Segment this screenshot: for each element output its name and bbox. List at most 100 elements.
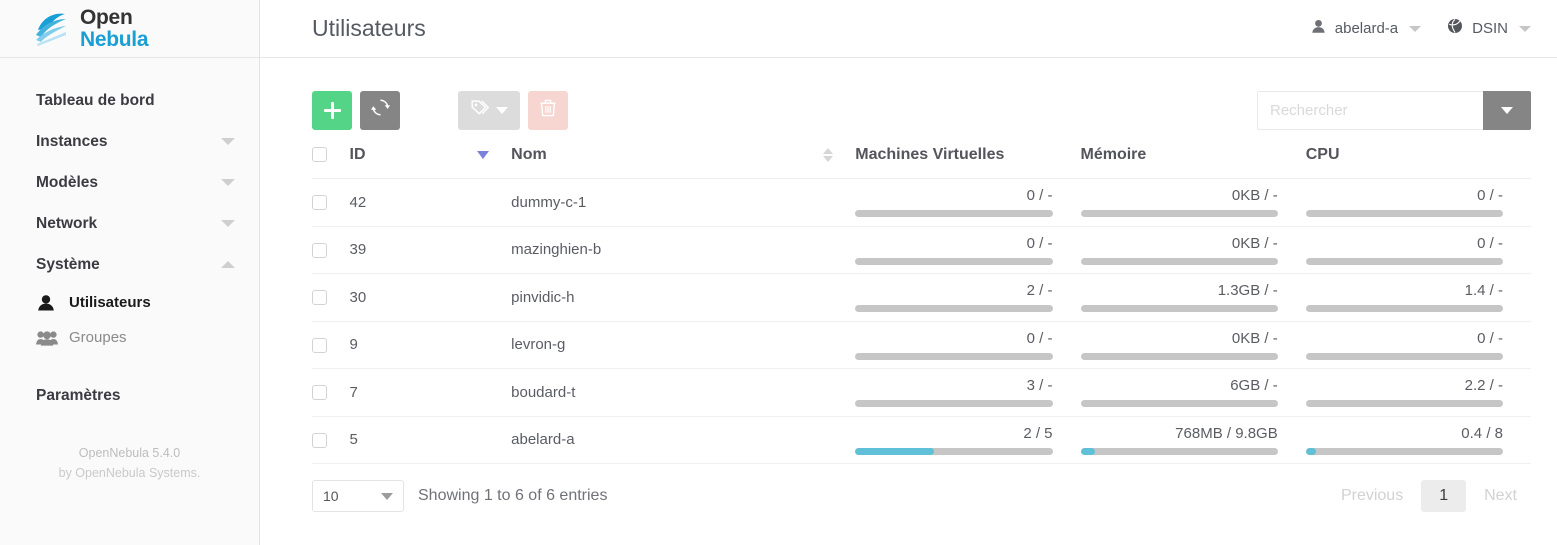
trash-icon xyxy=(540,99,556,122)
search-dropdown-button[interactable] xyxy=(1483,90,1531,130)
cell-vms-progress-bar xyxy=(855,400,1053,408)
user-icon xyxy=(36,294,58,312)
column-header-name[interactable]: Nom xyxy=(511,138,856,179)
cell-cpu-value: 0 / - xyxy=(1477,329,1503,347)
cell-vms: 3 / - xyxy=(855,368,1081,417)
row-checkbox[interactable] xyxy=(312,290,327,306)
row-checkbox[interactable] xyxy=(312,195,327,211)
cell-cpu: 0 / - xyxy=(1305,178,1531,227)
sidebar-item-dashboard[interactable]: Tableau de bord xyxy=(0,80,259,121)
sidebar-item-label: Système xyxy=(36,255,100,273)
select-all-checkbox[interactable] xyxy=(312,147,327,163)
table-row[interactable]: 42 dummy-c-1 0 / - 0KB / - 0 / - xyxy=(312,178,1531,227)
table-row[interactable]: 9 levron-g 0 / - 0KB / - 0 / - xyxy=(312,321,1531,369)
users-table-container: ID Nom xyxy=(260,138,1557,464)
cell-id: 5 xyxy=(349,416,512,464)
table-row[interactable]: 7 boudard-t 3 / - 6GB / - 2.2 / - xyxy=(312,368,1531,417)
search-input[interactable] xyxy=(1257,90,1483,130)
sidebar-item-users[interactable]: Utilisateurs xyxy=(0,285,259,320)
row-select-cell xyxy=(312,416,350,464)
cell-vms-value: 0 / - xyxy=(1026,234,1053,252)
column-header-id[interactable]: ID xyxy=(349,138,512,179)
sort-indicator-name[interactable] xyxy=(823,148,855,162)
cell-vms-value: 2 / - xyxy=(1026,282,1053,300)
sidebar-item-label: Instances xyxy=(36,132,108,150)
page-length-select[interactable]: 10 xyxy=(312,480,404,512)
cell-memory: 6GB / - xyxy=(1080,368,1306,417)
cell-name: boudard-t xyxy=(511,368,856,417)
pagination-previous[interactable]: Previous xyxy=(1340,487,1404,504)
user-icon xyxy=(1311,19,1326,39)
cell-vms-progress-bar xyxy=(855,447,1053,455)
cell-cpu: 0 / - xyxy=(1305,321,1531,369)
pagination-page-1[interactable]: 1 xyxy=(1421,480,1467,512)
cell-name: pinvidic-h xyxy=(511,273,856,322)
cell-vms-progress-fill xyxy=(855,447,935,455)
cell-cpu-progress-fill xyxy=(1305,447,1316,455)
sort-descending-icon xyxy=(477,151,490,159)
chevron-down-icon xyxy=(1519,25,1531,32)
cell-memory: 0KB / - xyxy=(1080,178,1306,227)
row-checkbox[interactable] xyxy=(312,432,327,448)
brand-logo[interactable]: Open Nebula xyxy=(0,0,259,58)
column-header-vms[interactable]: Machines Virtuelles xyxy=(855,138,1081,179)
sidebar: Open Nebula Tableau de bord Instances Mo… xyxy=(0,0,260,545)
user-menu[interactable]: abelard-a xyxy=(1311,19,1422,39)
column-label: ID xyxy=(349,146,366,163)
sort-indicator-id[interactable] xyxy=(477,151,511,159)
row-select-cell xyxy=(312,226,350,274)
row-checkbox[interactable] xyxy=(312,337,327,353)
showing-entries-info: Showing 1 to 6 of 6 entries xyxy=(418,487,608,504)
tag-icon xyxy=(470,99,490,121)
sort-ascending-icon xyxy=(823,148,834,154)
sidebar-item-groups[interactable]: Groupes xyxy=(0,320,259,355)
sidebar-nav: Tableau de bord Instances Modèles Networ… xyxy=(0,58,259,416)
brand-name-open: Open xyxy=(80,6,133,29)
cell-memory-progress-bar xyxy=(1080,305,1278,313)
chevron-down-icon xyxy=(381,492,393,500)
sidebar-item-network[interactable]: Network xyxy=(0,203,259,244)
sidebar-version-info: OpenNebula 5.4.0 by OpenNebula Systems. xyxy=(0,444,259,483)
cell-id: 39 xyxy=(349,226,512,274)
create-user-button[interactable] xyxy=(312,90,352,130)
pagination-next[interactable]: Next xyxy=(1484,487,1517,504)
cell-memory-progress-bar xyxy=(1080,257,1278,265)
users-group-icon xyxy=(36,329,58,347)
cell-cpu-progress-bar xyxy=(1305,305,1503,313)
chevron-down-icon xyxy=(1409,25,1422,32)
cell-name: levron-g xyxy=(511,321,856,369)
table-row[interactable]: 30 pinvidic-h 2 / - 1.3GB / - 1.4 / - xyxy=(312,273,1531,322)
table-row[interactable]: 39 mazinghien-b 0 / - 0KB / - 0 / - xyxy=(312,226,1531,274)
table-body: 42 dummy-c-1 0 / -0KB / -0 / -39 mazinghien… xyxy=(312,178,1531,464)
group-menu[interactable]: DSIN xyxy=(1447,18,1531,39)
chevron-up-icon xyxy=(221,261,235,268)
sidebar-item-templates[interactable]: Modèles xyxy=(0,162,259,203)
page-title: Utilisateurs xyxy=(312,15,426,41)
delete-button[interactable] xyxy=(528,90,568,130)
sidebar-item-system[interactable]: Système xyxy=(0,244,259,285)
row-checkbox[interactable] xyxy=(312,242,327,258)
row-checkbox[interactable] xyxy=(312,385,327,401)
cell-memory-progress-bar xyxy=(1080,447,1278,455)
version-text: OpenNebula 5.4.0 xyxy=(78,446,181,461)
group-menu-label: DSIN xyxy=(1472,20,1508,37)
column-header-memory[interactable]: Mémoire xyxy=(1080,138,1306,179)
column-label: Machines Virtuelles xyxy=(855,146,1005,163)
column-label: CPU xyxy=(1305,146,1340,163)
cell-name: abelard-a xyxy=(511,416,856,464)
cell-id: 42 xyxy=(349,178,512,227)
refresh-button[interactable] xyxy=(360,90,400,130)
tag-dropdown-button[interactable] xyxy=(458,90,520,130)
sidebar-item-instances[interactable]: Instances xyxy=(0,121,259,162)
table-row[interactable]: 5 abelard-a 2 / 5 768MB / 9.8GB 0.4 / 8 xyxy=(312,416,1531,464)
cell-memory: 1.3GB / - xyxy=(1080,273,1306,322)
column-header-cpu[interactable]: CPU xyxy=(1305,138,1531,179)
cell-memory-progress-bar xyxy=(1080,210,1278,218)
sidebar-item-label: Paramètres xyxy=(36,386,121,404)
table-header-row: ID Nom xyxy=(312,138,1531,179)
select-all-header xyxy=(312,138,350,179)
table-footer: 10 Showing 1 to 6 of 6 entries Previous … xyxy=(260,464,1557,512)
user-menu-label: abelard-a xyxy=(1334,20,1399,37)
sidebar-item-settings[interactable]: Paramètres xyxy=(0,375,259,416)
